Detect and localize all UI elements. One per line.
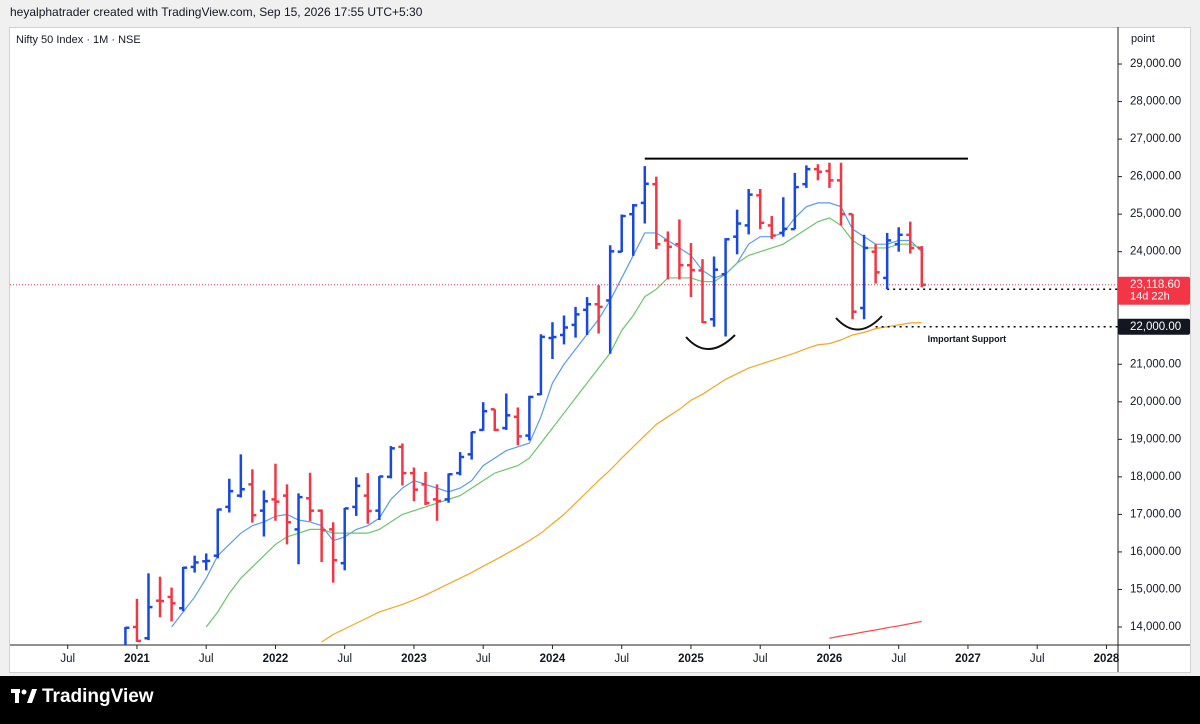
countdown-label: 14d 22h <box>1130 291 1170 303</box>
moving-average-line <box>171 202 923 628</box>
x-tick-label: 2021 <box>124 653 150 665</box>
y-tick-label: 14,000.00 <box>1130 621 1181 633</box>
x-tick-label: 2025 <box>678 653 704 665</box>
y-tick-label: 20,000.00 <box>1130 396 1181 408</box>
x-tick-label: 2026 <box>817 653 843 665</box>
x-tick-label: 2027 <box>955 653 981 665</box>
y-tick-label: 21,000.00 <box>1130 358 1181 370</box>
chart-frame <box>9 27 1191 673</box>
y-tick-label: 18,000.00 <box>1130 471 1181 483</box>
y-tick-label: 27,000.00 <box>1130 133 1181 145</box>
x-tick-label: 2022 <box>263 653 289 665</box>
x-tick-label: Jul <box>337 653 352 665</box>
y-tick-label: 15,000.00 <box>1130 583 1181 595</box>
moving-average-line <box>321 322 922 643</box>
pattern-arc <box>685 334 736 350</box>
y-tick-label: 16,000.00 <box>1130 546 1181 558</box>
last-price-bg <box>1118 276 1190 305</box>
x-tick-label: 2023 <box>401 653 427 665</box>
footer-bar <box>0 676 1200 724</box>
x-tick-label: Jul <box>199 653 214 665</box>
y-tick-label: 17,000.00 <box>1130 508 1181 520</box>
annotation: Important Support <box>928 334 1007 344</box>
x-tick-label: Jul <box>60 653 75 665</box>
level-label: 22,000.00 <box>1130 321 1181 333</box>
plot <box>10 157 1118 645</box>
level-label-bg <box>1118 318 1190 335</box>
y-tick-label: 28,000.00 <box>1130 96 1181 108</box>
pattern-arc <box>835 315 883 331</box>
x-tick-label: Jul <box>753 653 768 665</box>
symbol-title: Nifty 50 Index · 1M · NSE <box>16 34 141 46</box>
y-tick-label: 24,000.00 <box>1130 246 1181 258</box>
x-tick-label: Jul <box>614 653 629 665</box>
x-tick-label: 2024 <box>540 653 566 665</box>
x-tick-label: Jul <box>476 653 491 665</box>
brand: TradingView <box>42 686 154 707</box>
x-tick-label: Jul <box>891 653 906 665</box>
header: heyalphatrader created with TradingView.… <box>10 5 423 19</box>
y-tick-label: 29,000.00 <box>1130 58 1181 70</box>
x-tick-label: Jul <box>1030 653 1045 665</box>
moving-average-line <box>829 620 922 639</box>
y-tick-label: 25,000.00 <box>1130 208 1181 220</box>
y-tick-label: 19,000.00 <box>1130 433 1181 445</box>
price-unit: point <box>1131 33 1155 45</box>
last-price-label: 23,118.60 <box>1130 279 1180 291</box>
x-tick-label: 2028 <box>1094 653 1120 665</box>
brand-logo <box>11 689 37 703</box>
y-tick-label: 26,000.00 <box>1130 171 1181 183</box>
